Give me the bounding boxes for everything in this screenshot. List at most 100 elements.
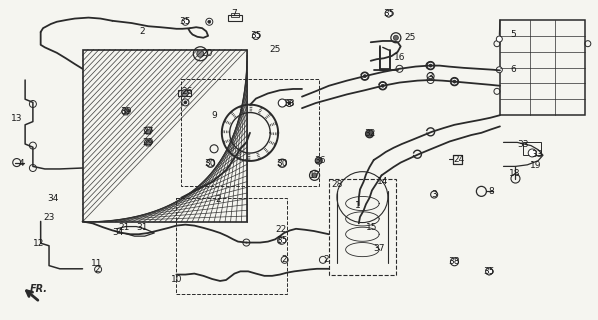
Bar (147, 140, 150, 144)
Circle shape (487, 270, 491, 273)
Bar (83, 50, 247, 222)
Text: 12: 12 (33, 239, 45, 248)
Circle shape (277, 237, 285, 244)
Circle shape (182, 18, 189, 25)
Text: 38: 38 (283, 99, 295, 108)
Text: 18: 18 (508, 169, 520, 178)
Text: 35: 35 (483, 267, 495, 276)
Circle shape (496, 36, 502, 42)
Circle shape (429, 64, 432, 67)
Text: 7: 7 (231, 9, 237, 18)
Circle shape (453, 80, 456, 83)
Text: 24: 24 (454, 155, 465, 164)
Bar (523, 142, 541, 155)
Circle shape (365, 130, 374, 138)
Text: 14: 14 (377, 177, 389, 186)
Text: 6: 6 (510, 65, 516, 74)
Text: 20: 20 (201, 49, 213, 58)
Text: 39: 39 (120, 108, 132, 116)
Circle shape (252, 32, 260, 39)
Text: 35: 35 (276, 236, 288, 245)
Text: 17: 17 (309, 171, 321, 180)
Circle shape (181, 90, 188, 97)
Circle shape (427, 62, 434, 69)
Text: 4: 4 (19, 159, 25, 168)
Circle shape (385, 10, 392, 17)
Circle shape (184, 101, 187, 104)
Text: 9: 9 (211, 111, 217, 120)
Text: 34: 34 (47, 194, 59, 203)
Text: 26: 26 (181, 87, 193, 96)
Text: 32: 32 (364, 129, 376, 138)
Circle shape (361, 73, 368, 80)
Text: 25: 25 (269, 45, 281, 54)
Circle shape (451, 78, 458, 85)
Text: 38: 38 (448, 257, 460, 266)
Bar (178, 90, 191, 96)
Circle shape (206, 18, 213, 25)
Text: 2: 2 (94, 265, 100, 274)
Text: 30: 30 (205, 159, 216, 168)
Circle shape (528, 149, 536, 157)
Circle shape (279, 239, 283, 242)
Bar (181, 79, 319, 186)
Circle shape (197, 50, 204, 57)
Text: 28: 28 (331, 180, 343, 189)
Circle shape (385, 10, 392, 17)
Circle shape (486, 268, 493, 275)
Circle shape (450, 258, 459, 266)
Text: 13: 13 (11, 114, 23, 123)
Text: 2: 2 (215, 196, 221, 204)
Text: 21: 21 (118, 223, 130, 232)
Bar (231, 13, 239, 17)
Bar (176, 198, 287, 294)
Text: 29: 29 (142, 138, 154, 147)
Text: 27: 27 (142, 127, 154, 136)
Text: FR.: FR. (30, 284, 48, 294)
Circle shape (252, 32, 260, 39)
Circle shape (379, 82, 386, 89)
Bar (329, 179, 396, 275)
Text: 1: 1 (355, 201, 361, 210)
Circle shape (387, 12, 390, 15)
Text: 16: 16 (393, 53, 405, 62)
Circle shape (363, 75, 367, 78)
Text: 33: 33 (531, 150, 543, 159)
Text: 2: 2 (282, 255, 288, 264)
Text: 5: 5 (510, 30, 516, 39)
Text: 22: 22 (276, 225, 286, 234)
Text: 2: 2 (139, 27, 145, 36)
Circle shape (393, 35, 398, 40)
Text: 36: 36 (315, 156, 327, 165)
Circle shape (182, 99, 189, 106)
Text: 10: 10 (170, 275, 182, 284)
Text: 37: 37 (373, 244, 385, 253)
Text: 35: 35 (250, 31, 262, 40)
Bar (147, 129, 150, 132)
Circle shape (486, 268, 493, 275)
Text: 33: 33 (517, 140, 529, 149)
Circle shape (496, 67, 502, 73)
Circle shape (254, 34, 258, 37)
Text: 11: 11 (91, 259, 103, 268)
Circle shape (312, 173, 317, 178)
Circle shape (208, 20, 211, 23)
Text: 31: 31 (136, 223, 148, 232)
Circle shape (381, 84, 385, 87)
Text: 3: 3 (431, 190, 437, 199)
Bar (124, 109, 127, 113)
Text: 19: 19 (530, 161, 542, 170)
Text: 35: 35 (179, 17, 191, 26)
Circle shape (288, 101, 291, 105)
Text: 25: 25 (404, 33, 416, 42)
Text: 3: 3 (428, 72, 434, 81)
Text: 23: 23 (43, 213, 55, 222)
Circle shape (279, 237, 286, 244)
Text: 8: 8 (489, 187, 495, 196)
Text: 35: 35 (383, 9, 395, 18)
Text: 34: 34 (112, 228, 124, 237)
Circle shape (315, 157, 322, 164)
Text: 15: 15 (366, 223, 378, 232)
Bar (228, 15, 242, 21)
Circle shape (278, 99, 286, 107)
